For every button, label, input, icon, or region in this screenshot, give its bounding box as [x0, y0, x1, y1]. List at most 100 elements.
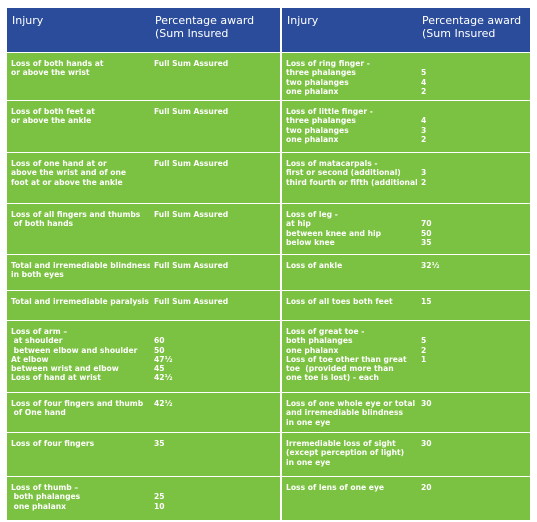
award-text: 10 [154, 501, 165, 511]
injury-text: one phalanx [286, 86, 339, 96]
header-text: Percentage award [422, 14, 522, 27]
injury-text: between wrist and elbow [11, 364, 119, 374]
award-cell: Full Sum Assured [150, 203, 280, 254]
award-text: 60 [154, 336, 165, 346]
injury-cell: Loss of great toe - both phalanges one pha… [282, 320, 417, 392]
injury-text: third fourth or fifth (additional) [286, 177, 422, 187]
injury-cell: Loss of both hands at or above the wrist [7, 52, 150, 100]
injury-text: Loss of all fingers and thumbs [11, 210, 141, 219]
award-text: 5 [421, 68, 427, 78]
injury-cell: Loss of matacarpals - first or second (ad… [282, 152, 422, 203]
injury-text: Total and irremediable paralysis [11, 297, 149, 306]
injury-text: of both hands [11, 219, 74, 229]
header-text: Injury [12, 14, 44, 27]
injury-cell: Loss of both feet at or above the ankle [7, 100, 150, 152]
award-text: 35 [421, 237, 432, 247]
injury-text: Loss of matacarpals - [286, 159, 378, 168]
injury-text: and irremediable blindness [286, 408, 403, 418]
award-cell: 30 [417, 392, 530, 432]
injury-text: Total and irremediable blindness [11, 261, 152, 270]
header-cell: Percentage award (Sum Insured [417, 8, 530, 52]
award-text: 2 [421, 345, 427, 355]
award-text: 35 [154, 439, 165, 448]
injury-cell: Loss of four fingers and thumb of One ha… [7, 392, 150, 432]
header-text: Injury [287, 14, 319, 27]
injury-text: between knee and hip [286, 228, 382, 238]
award-text: Full Sum Assured [154, 210, 229, 219]
injury-cell: Irremediable loss of sight (except percep… [282, 432, 417, 476]
award-text: 47½ [154, 354, 173, 364]
injury-text: both phalanges [286, 336, 353, 346]
injury-text: in both eyes [11, 270, 64, 280]
award-text: 4 [421, 77, 427, 87]
award-cell: 20 [417, 476, 530, 520]
injury-cell: Total and irremediable paralysis [7, 290, 150, 320]
injury-text: toe (provided more than [286, 364, 394, 374]
header-text: (Sum Insured [422, 27, 496, 40]
award-cell: Full Sum Assured [150, 290, 280, 320]
award-cell: 70 50 35 [417, 203, 530, 254]
injury-text: Loss of great toe - [286, 327, 365, 336]
award-text: 30 [421, 439, 432, 448]
injury-cell: Loss of all toes both feet [282, 290, 417, 320]
injury-text: at shoulder [11, 336, 63, 346]
injury-text: Loss of four fingers [11, 439, 95, 448]
injury-text: one phalanx [286, 134, 339, 144]
injury-text: At elbow [11, 354, 49, 364]
injury-text: Loss of ring finger - [286, 59, 370, 68]
award-cell: 15 [417, 290, 530, 320]
injury-text: Irremediable loss of sight [286, 439, 396, 448]
award-text: 5 [421, 336, 427, 346]
injury-text: in one eye [286, 417, 331, 427]
injury-text: of One hand [11, 408, 66, 418]
injury-text: Loss of thumb – [11, 483, 79, 492]
award-text: Full Sum Assured [154, 59, 229, 68]
award-text: 2 [421, 134, 427, 144]
injury-cell: Loss of four fingers [7, 432, 150, 476]
injury-text: one phalanx [286, 345, 339, 355]
injury-text: Loss of one hand at or [11, 159, 107, 168]
award-text: 2 [421, 177, 427, 187]
award-cell: Full Sum Assured [150, 52, 280, 100]
award-text: 3 [421, 168, 427, 178]
award-text: 3 [421, 125, 427, 135]
award-text: 42½ [154, 399, 173, 408]
injury-text: Loss of both feet at [11, 107, 95, 116]
award-text: 50 [154, 345, 165, 355]
award-text: 42½ [154, 373, 173, 383]
award-text: 4 [421, 116, 427, 126]
injury-text: Loss of all toes both feet [286, 297, 393, 306]
award-text: 70 [421, 219, 432, 229]
award-cell: 32½ [417, 254, 530, 290]
injury-text: Loss of hand at wrist [11, 373, 101, 383]
injury-cell: Loss of all fingers and thumbs of both h… [7, 203, 150, 254]
award-cell: 35 [150, 432, 280, 476]
injury-text: one phalanx [11, 501, 67, 511]
injury-text: or above the wrist [11, 68, 90, 78]
award-text: Full Sum Assured [154, 107, 229, 116]
award-cell: Full Sum Assured [150, 152, 280, 203]
injury-text: Loss of little finger - [286, 107, 373, 116]
injury-cell: Loss of lens of one eye [282, 476, 417, 520]
injury-text: or above the ankle [11, 116, 92, 126]
header-text: Percentage award [155, 14, 255, 27]
injury-cell: Loss of one hand at or above the wrist an… [7, 152, 150, 203]
header-cell: Injury [282, 8, 417, 52]
award-text: 25 [154, 492, 165, 502]
injury-text: above the wrist and of one [11, 168, 127, 178]
award-cell: 25 10 [150, 476, 280, 520]
injury-text: in one eye [286, 457, 331, 467]
injury-text: Loss of leg - [286, 210, 338, 219]
injury-text: (except perception of light) [286, 448, 405, 458]
header-cell: Injury [7, 8, 150, 52]
award-text: 1 [421, 354, 427, 364]
injury-cell: Loss of one whole eye or total and irreme… [282, 392, 417, 432]
injury-text: Loss of both hands at [11, 59, 104, 68]
injury-cell: Loss of leg - at hip between knee and hip b… [282, 203, 417, 254]
injury-text: Loss of one whole eye or total [286, 399, 416, 408]
